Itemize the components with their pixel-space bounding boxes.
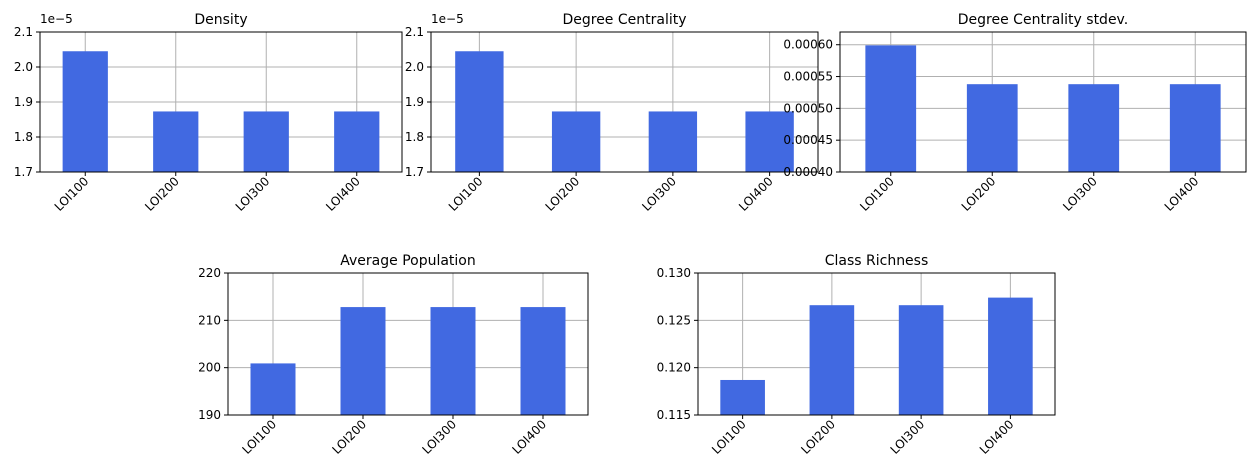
chart-title: Density (194, 12, 247, 28)
x-tick-label: LOI400 (509, 417, 549, 457)
x-tick-label: LOI200 (142, 174, 182, 214)
y-tick-label: 1.8 (405, 130, 424, 144)
plot-frame (697, 272, 1056, 416)
bar (250, 363, 296, 415)
y-tick-label: 0.00050 (783, 101, 833, 115)
x-tick-label: LOI400 (1162, 174, 1202, 214)
y-tick-label: 1.7 (14, 165, 33, 179)
x-tick-label: LOI400 (736, 174, 776, 214)
x-tick-label: LOI100 (446, 174, 486, 214)
offset-label: 1e−5 (431, 12, 464, 26)
x-tick-label: LOI300 (639, 174, 679, 214)
y-tick-label: 1.9 (14, 95, 33, 109)
plot-frame (227, 272, 589, 416)
y-tick-label: 2.0 (405, 60, 424, 74)
bar (340, 307, 386, 415)
chart-title: Class Richness (825, 253, 929, 269)
x-tick-label: LOI100 (857, 174, 897, 214)
y-tick-label: 0.00045 (783, 133, 833, 147)
y-tick-label: 0.120 (657, 361, 691, 375)
bar (455, 51, 504, 172)
bar (966, 84, 1018, 172)
chart-title: Degree Centrality stdev. (958, 12, 1128, 28)
y-tick-label: 2.0 (14, 60, 33, 74)
plot-frame (839, 31, 1247, 173)
x-tick-label: LOI200 (329, 417, 369, 457)
x-tick-label: LOI300 (233, 174, 273, 214)
chart-3: 0.00040 0.00045 0.00050 0.00055 0.00060 LOI10… (783, 12, 1247, 214)
bar (334, 111, 380, 172)
x-tick-label: LOI300 (1060, 174, 1100, 214)
x-tick-label: LOI300 (888, 417, 928, 457)
y-tick-label: 220 (198, 266, 221, 280)
y-tick-label: 210 (198, 313, 221, 327)
bar (551, 111, 601, 172)
bar (243, 111, 289, 172)
x-tick-label: LOI200 (543, 174, 583, 214)
bar (153, 111, 199, 172)
bar (1169, 84, 1221, 172)
bar (865, 45, 917, 173)
bar (809, 305, 855, 415)
y-tick-label: 1.8 (14, 130, 33, 144)
chart-1: 1.7 1.8 1.9 2.0 2.1 LOI100 LOI200 LOI300 LOI400 D… (14, 12, 403, 214)
chart-title: Degree Centrality (562, 12, 686, 28)
y-tick-label: 2.1 (405, 25, 424, 39)
chart-5: 0.115 0.120 0.125 0.130 LOI100 LOI200 LOI300 LO… (657, 253, 1056, 457)
y-tick-label: 0.130 (657, 266, 691, 280)
x-tick-label: LOI400 (323, 174, 363, 214)
chart-2: 1.7 1.8 1.9 2.0 2.1 LOI100 LOI200 LOI300 LOI400 D… (405, 12, 819, 214)
bar (988, 297, 1033, 415)
x-tick-label: LOI300 (419, 417, 459, 457)
y-tick-label: 1.7 (405, 165, 424, 179)
x-tick-label: LOI200 (798, 417, 838, 457)
y-tick-label: 0.115 (657, 408, 691, 422)
x-tick-label: LOI400 (977, 417, 1017, 457)
y-tick-label: 0.00040 (783, 165, 833, 179)
bar (720, 379, 765, 415)
y-tick-label: 200 (198, 361, 221, 375)
bar (520, 307, 566, 415)
bar (898, 305, 944, 415)
y-tick-label: 0.00055 (783, 70, 833, 84)
x-tick-label: LOI200 (959, 174, 999, 214)
bar (62, 51, 108, 172)
bar (1068, 84, 1120, 172)
y-tick-label: 190 (198, 408, 221, 422)
chart-4: 190 200 210 220 LOI100 LOI200 LOI300 LOI400 Aver… (198, 253, 589, 457)
x-tick-label: LOI100 (239, 417, 279, 457)
offset-label: 1e−5 (40, 12, 73, 26)
chart-title: Average Population (340, 253, 476, 269)
bar (430, 307, 476, 415)
x-tick-label: LOI100 (52, 174, 92, 214)
y-tick-label: 1.9 (405, 95, 424, 109)
bar (648, 111, 698, 172)
y-tick-label: 0.125 (657, 313, 691, 327)
y-tick-label: 2.1 (14, 25, 33, 39)
x-tick-label: LOI100 (709, 417, 749, 457)
y-tick-label: 0.00060 (783, 38, 833, 52)
bar (745, 111, 794, 172)
